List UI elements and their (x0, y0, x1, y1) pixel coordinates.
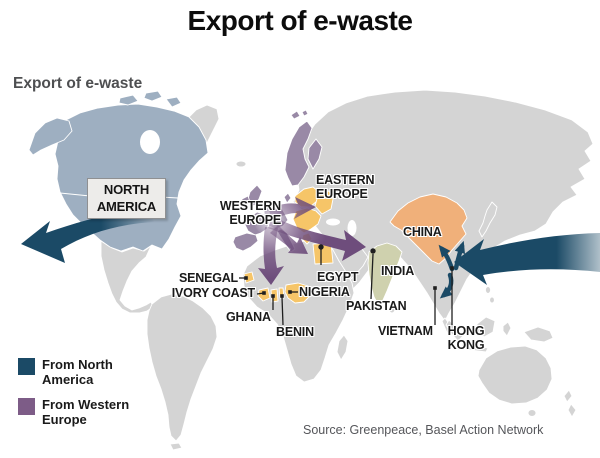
label-india: INDIA (381, 264, 415, 278)
label-western-europe: WESTERN EUROPE (219, 199, 281, 227)
shape-central-america (100, 240, 154, 314)
shape-sri-lanka (388, 304, 396, 314)
label-benin: BENIN (276, 325, 314, 339)
shape-south-america (146, 293, 218, 442)
shape-svalbard-1 (290, 110, 301, 120)
shape-denmark (283, 192, 292, 204)
shape-philippines-1 (484, 286, 492, 294)
black-sea (326, 218, 340, 226)
shape-new-zealand-north (563, 389, 573, 403)
label-eastern-europe: EASTERN EUROPE (316, 173, 375, 201)
arrow-we-to-west-africa (258, 227, 284, 285)
shape-arctic-island-1 (118, 94, 139, 106)
shape-finland (307, 138, 323, 170)
map-title: Export of e-waste (13, 75, 143, 92)
shape-new-zealand-south (567, 403, 577, 418)
shape-sulawesi (502, 321, 512, 337)
label-egypt: EGYPT (317, 270, 359, 284)
shape-arctic-island-3 (165, 96, 182, 108)
shape-ireland (240, 195, 251, 207)
arrow-hk-to-vietnam (439, 272, 454, 299)
shape-madagascar (336, 334, 349, 361)
nigeria-dot (288, 290, 292, 294)
arrow-na-to-west (21, 210, 154, 263)
western-europe-color-swatch (18, 398, 35, 416)
senegal-dot (244, 276, 248, 280)
shape-java (460, 343, 489, 353)
label-china: CHINA (403, 225, 442, 239)
hong-kong-dot (450, 266, 454, 270)
source-credit: Source: Greenpeace, Basel Action Network (303, 423, 544, 437)
arrow-na-to-asia (454, 233, 600, 285)
shape-svalbard-2 (301, 109, 309, 117)
north-america-color-swatch (18, 358, 35, 375)
label-senegal: SENEGAL (178, 271, 238, 285)
leader-lines (239, 244, 454, 326)
caspian-sea (347, 220, 357, 236)
shape-sumatra (445, 319, 464, 342)
shape-india (367, 242, 403, 307)
shape-borneo (476, 316, 496, 338)
shape-new-guinea (523, 326, 554, 343)
shape-australia (477, 345, 553, 405)
legend-item-north-america: From North America (18, 357, 142, 387)
shape-philippines-2 (489, 296, 495, 304)
benin-leader (281, 296, 284, 326)
pakistan-pin (370, 248, 376, 254)
legend: From North America From Western Europe (18, 357, 142, 438)
label-pakistan: PAKISTAN (346, 299, 407, 313)
shape-tasmania (527, 409, 537, 417)
pakistan-pin-stem (370, 253, 374, 300)
shape-alaska (28, 117, 73, 156)
legend-swatch-north-america (18, 358, 35, 375)
shape-arctic-island-2 (143, 90, 163, 102)
label-hong-kong: HONG KONG (447, 324, 485, 352)
legend-label-western-europe: From Western Europe (42, 397, 130, 427)
label-north-america: NORTH AMERICA (87, 178, 166, 219)
shape-japan (478, 201, 498, 238)
shape-scandinavia (284, 120, 313, 187)
shape-nigeria (284, 282, 311, 304)
shape-iberia (232, 232, 259, 252)
legend-label-north-america: From North America (42, 357, 113, 387)
arrow-we-to-eastern-europe (269, 197, 316, 221)
egypt-pin (318, 244, 324, 250)
ghana-dot (271, 294, 275, 298)
page-title: Export of e-waste (187, 5, 413, 36)
legend-swatch-western-europe (18, 398, 35, 416)
arrow-we-to-asia (268, 216, 366, 261)
vietnam-dot (433, 286, 437, 290)
shape-senegal (243, 271, 255, 284)
label-ghana: GHANA (226, 310, 271, 324)
shape-iceland (235, 160, 247, 168)
label-vietnam: VIETNAM (378, 324, 433, 338)
label-ivory-coast: IVORY COAST (171, 286, 255, 300)
shape-tierra-del-fuego (169, 442, 183, 451)
purple-arrows (258, 197, 366, 285)
arrow-we-to-egypt (270, 225, 308, 254)
arrow-hk-into-china-right (453, 240, 465, 271)
benin-dot (280, 294, 284, 298)
label-nigeria: NIGERIA (299, 285, 350, 299)
shape-ukraine (314, 190, 334, 215)
hudson-bay (140, 130, 160, 154)
ivory-coast-dot (262, 291, 266, 295)
legend-item-western-europe: From Western Europe (18, 397, 142, 427)
